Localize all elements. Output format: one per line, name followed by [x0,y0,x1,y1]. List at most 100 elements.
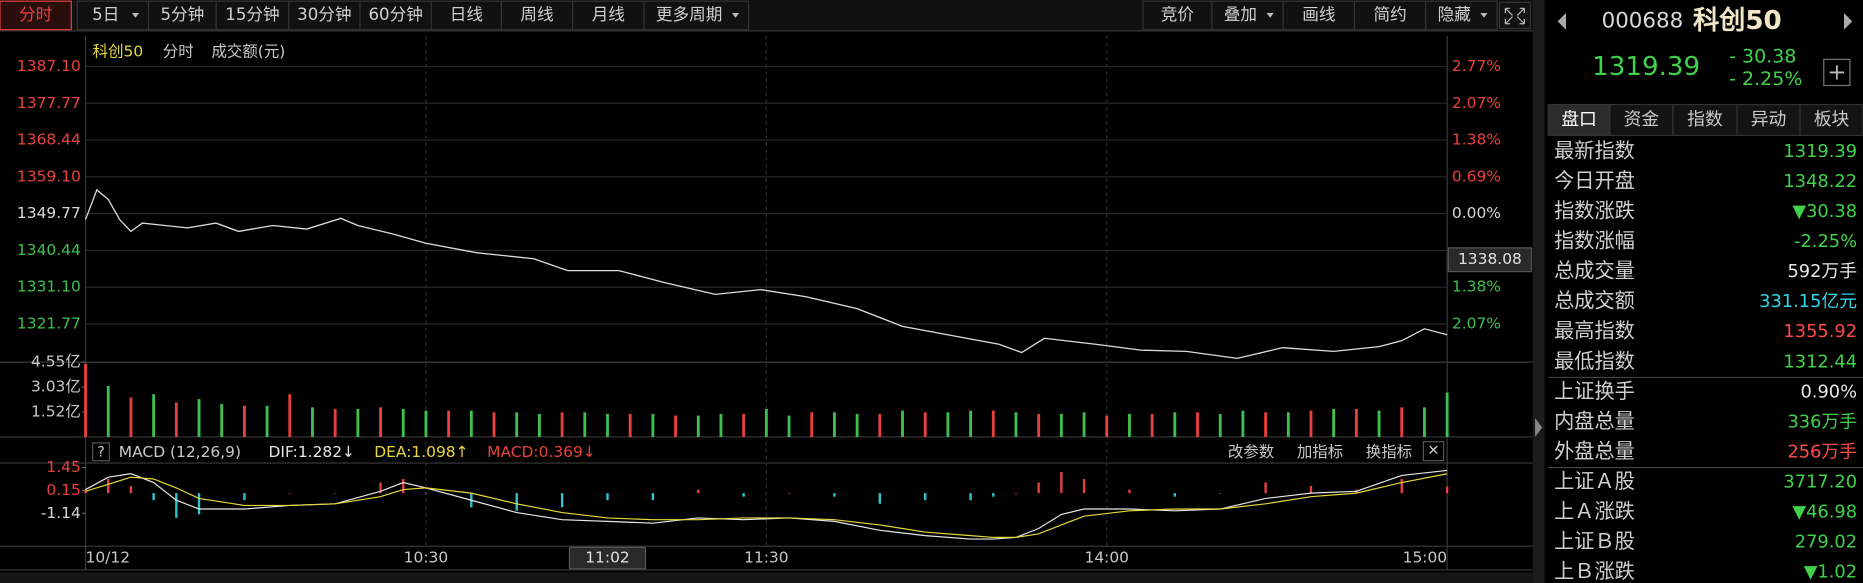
quote-label: 最高指数 [1554,319,1635,343]
close-button[interactable] [1422,441,1445,462]
quote-value: 1312.44 [1783,351,1857,372]
quote-value: 279.02 [1795,532,1857,553]
toolbar-button[interactable] [1282,0,1356,31]
macd-bar [197,493,201,515]
toolbar-button[interactable] [1142,0,1213,31]
macd-tick-label: 1.45 [46,458,80,476]
sidebar-tab[interactable] [1672,103,1738,136]
toolbar-label: 月线 [592,5,625,24]
price-change-pct: - 2.25% [1729,68,1802,90]
macd-bar [1128,489,1131,494]
cursor-time: 11:02 [585,549,630,567]
toolbar-button[interactable] [643,0,750,31]
add-button[interactable] [1823,58,1851,87]
y-tick-label: 1340.44 [17,241,81,259]
volume-bar [356,409,360,437]
help-button[interactable] [92,442,110,462]
quote-value: 3717.20 [1783,471,1857,492]
volume-bar [1173,412,1177,437]
sidebar-tab[interactable] [1799,103,1863,136]
quote-value: 1355.92 [1783,321,1857,342]
toolbar-button[interactable] [500,0,574,31]
toolbar-label: 画线 [1302,5,1335,24]
next-arrow[interactable] [1843,13,1853,30]
toolbar-label: 5日 [92,5,119,24]
macd-bar [1264,482,1267,494]
sidebar-tab-label: 资金 [1624,109,1660,130]
quote-value: ▼46.98 [1792,501,1857,522]
volume-bar [719,413,723,437]
chart-measure: 成交额(元) [211,43,285,61]
indicator-action[interactable]: 改参数 [1228,443,1274,461]
toolbar-button[interactable] [147,0,217,31]
volume-bar [855,413,859,437]
macd-bar [969,493,972,501]
toolbar-button[interactable] [215,0,290,31]
sidebar-tab-label: 板块 [1814,109,1850,130]
prev-arrow[interactable] [1557,13,1566,30]
cursor-value: 1338.08 [1458,250,1522,268]
cursor-time-box [568,546,647,570]
volume-bar [1423,407,1426,437]
toolbar-button[interactable] [1353,0,1427,31]
macd-bar [697,489,700,494]
toolbar-label: 更多周期 [656,5,722,24]
indicator-action[interactable]: 加指标 [1297,443,1343,461]
volume-bar [401,409,405,437]
y2-tick-label: 1.38% [1452,131,1501,149]
toolbar-label: 15分钟 [225,5,279,24]
y2-tick-label: 0.69% [1452,167,1501,185]
chart-name: 科创50 [93,43,144,61]
toolbar-button[interactable] [572,0,645,31]
volume-bar [1354,409,1358,437]
macd-bar [606,493,609,501]
x-tick-label: 10/12 [86,549,131,567]
fullscreen-button[interactable] [1498,1,1531,30]
volume-bar [152,394,156,437]
volume-bar [265,405,269,437]
volume-bar [1241,410,1245,437]
quote-label: 指数涨跌 [1554,199,1635,223]
macd-bar [175,493,178,518]
quote-value: -2.25% [1794,231,1857,252]
splitter[interactable] [1532,0,1545,583]
y-tick-label: 1387.10 [17,57,81,75]
volume-bar [492,412,496,437]
macd-bar [379,482,382,494]
toolbar-button[interactable] [430,0,502,31]
toolbar-button[interactable] [0,0,72,31]
volume-bar [1218,413,1222,437]
macd-tick-label: -1.14 [41,504,81,522]
toolbar-button[interactable] [359,0,432,31]
macd-value: MACD:0.369↓ [487,443,596,461]
chart-period: 分时 [163,43,194,61]
dropdown-arrow [131,13,140,18]
volume-bar [1377,410,1381,437]
macd-bar [129,486,133,494]
splitter-arrow[interactable] [1535,417,1543,437]
macd-tick-label: 0.15 [46,481,80,499]
y-tick-label: 1368.44 [17,131,81,149]
help-label: ? [97,444,105,460]
macd-bar [1037,482,1040,494]
quote-label: 指数涨幅 [1554,229,1635,253]
cursor-value-box [1447,247,1533,273]
volume-bar [537,413,541,437]
price-change: - 30.38 [1729,45,1796,67]
volume-bar [84,363,87,437]
volume-bar [674,415,678,437]
sidebar-tab-label: 盘口 [1561,109,1597,130]
quote-label: 上证Ｂ股 [1554,529,1635,553]
volume-bar [946,412,950,437]
sidebar-tab[interactable] [1736,103,1801,136]
macd-line [85,473,1448,538]
macd-bar [1445,486,1449,494]
toolbar-label: 叠加 [1224,5,1257,24]
macd-bar [243,493,246,501]
quote-label: 上Ａ涨跌 [1554,499,1635,523]
indicator-action[interactable]: 换指标 [1366,443,1412,461]
quote-label: 总成交量 [1554,259,1635,283]
volume-bar [242,405,246,437]
